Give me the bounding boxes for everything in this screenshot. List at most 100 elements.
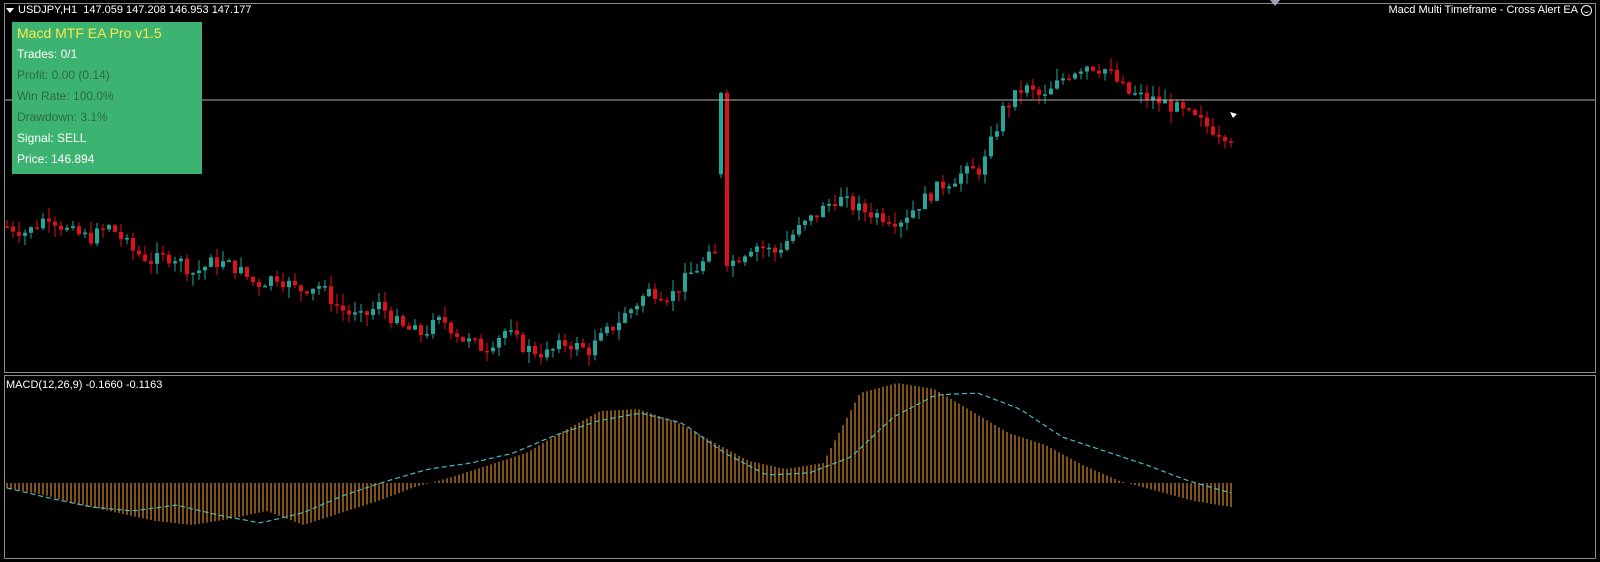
candle [1205, 111, 1209, 135]
candle [935, 181, 939, 202]
candle [383, 291, 387, 320]
candle-body [83, 232, 87, 235]
candle [311, 288, 315, 301]
candle [377, 292, 381, 315]
chart-shift-marker-icon[interactable] [1270, 0, 1280, 6]
candle [563, 333, 567, 353]
macd-indicator-pane[interactable] [4, 375, 1596, 559]
candle [947, 183, 951, 194]
candle-body [791, 234, 795, 241]
candle [29, 226, 33, 239]
candle [1229, 137, 1233, 148]
candle-body [251, 276, 255, 283]
candle [515, 320, 519, 340]
candle-body [1037, 89, 1041, 95]
candle-body [923, 193, 927, 210]
candle-body [557, 340, 561, 350]
candle-body [215, 257, 219, 267]
candle [953, 177, 957, 187]
candle [551, 347, 555, 358]
candle [1181, 98, 1185, 117]
candle [839, 187, 843, 207]
candle [917, 209, 921, 220]
candle-body [383, 302, 387, 311]
ea-name: Macd Multi Timeframe - Cross Alert EA [1388, 4, 1579, 16]
candle [107, 223, 111, 232]
candle-body [617, 322, 621, 331]
candle [707, 244, 711, 264]
macd-chart [6, 383, 1232, 525]
candle-body [1211, 126, 1215, 135]
candle-body [1139, 92, 1143, 95]
candle-body [419, 325, 423, 336]
candle [767, 243, 771, 257]
candle-body [1091, 66, 1095, 71]
candle-body [995, 131, 999, 137]
candle [587, 343, 591, 366]
candle [317, 281, 321, 295]
candle [1145, 85, 1149, 108]
smiley-icon[interactable] [1581, 4, 1592, 16]
candle [779, 242, 783, 258]
candle-body [749, 251, 753, 257]
candle-body [197, 270, 201, 274]
candle [1055, 68, 1059, 90]
candle-body [1085, 66, 1089, 72]
candle-body [299, 285, 303, 292]
candle [209, 254, 213, 268]
candle [77, 222, 81, 237]
candle [125, 234, 129, 245]
candle-body [455, 333, 459, 337]
candle [695, 263, 699, 274]
candle-body [449, 322, 453, 334]
info-panel-title: Macd MTF EA Pro v1.5 [17, 25, 162, 41]
candle-body [761, 246, 765, 249]
candle [881, 207, 885, 227]
candle [131, 232, 135, 261]
candle-body [359, 311, 363, 313]
dropdown-triangle-icon[interactable] [6, 7, 14, 13]
candle [977, 164, 981, 181]
candle [323, 280, 327, 292]
candle-body [41, 218, 45, 229]
candle-body [95, 228, 99, 244]
candle [233, 260, 237, 280]
candle [719, 91, 723, 178]
candle [35, 219, 39, 231]
candle-body [971, 166, 975, 169]
candle [425, 325, 429, 339]
candle [1019, 80, 1023, 105]
candle-body [143, 254, 147, 261]
candle-body [575, 343, 579, 350]
candle-body [665, 300, 669, 302]
candle [305, 290, 309, 296]
candle-body [47, 218, 51, 222]
candle [1085, 65, 1089, 80]
candle-body [263, 285, 267, 288]
candle-body [431, 320, 435, 335]
candle [503, 328, 507, 346]
candle-body [515, 330, 519, 335]
candle-body [1001, 105, 1005, 132]
candle-body [1097, 70, 1101, 74]
candle [1067, 74, 1071, 82]
candle-body [659, 298, 663, 301]
candle-body [551, 349, 555, 351]
price-chart-pane[interactable] [4, 3, 1596, 373]
candle-body [1061, 78, 1065, 81]
profit-value: Profit: 0.00 (0.14) [17, 68, 110, 82]
candle [53, 216, 57, 237]
candle [1169, 93, 1173, 124]
signal-value: Signal: SELL [17, 131, 87, 145]
candle-body [1043, 94, 1047, 96]
candle [173, 256, 177, 272]
candle [893, 212, 897, 234]
candle [1091, 65, 1095, 73]
candle-body [707, 251, 711, 262]
expert-advisor-header: Macd Multi Timeframe - Cross Alert EA [1388, 4, 1592, 16]
candle [599, 327, 603, 342]
candle [875, 209, 879, 225]
candle-body [563, 340, 567, 346]
candle-body [869, 212, 873, 218]
